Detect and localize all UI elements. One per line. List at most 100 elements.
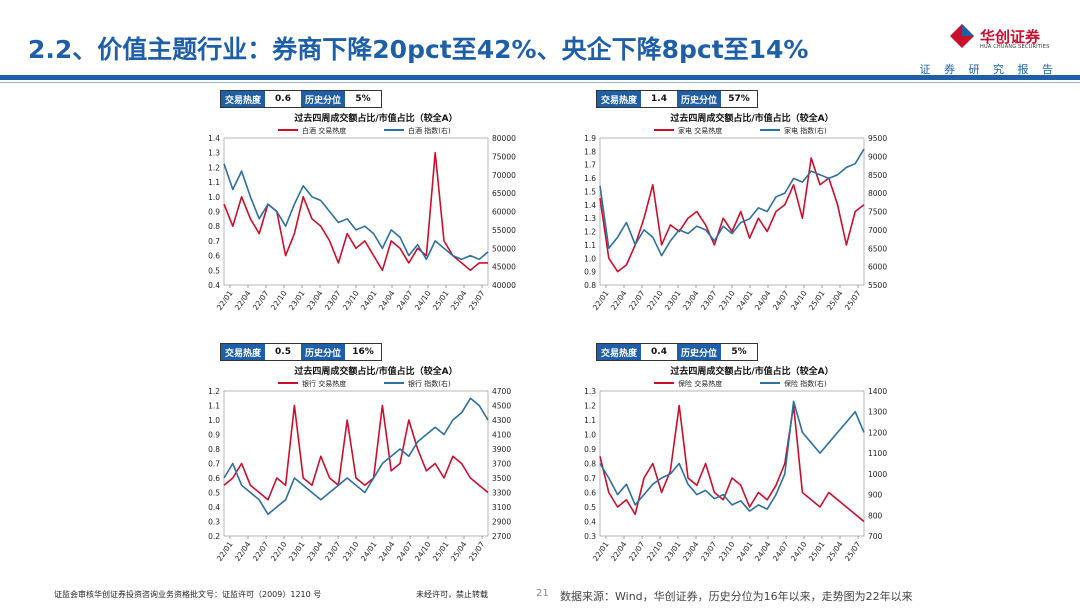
x-tick-label: 25/07 xyxy=(843,289,863,312)
y-left-tick-label: 1.6 xyxy=(584,174,596,183)
x-tick-label: 24/01 xyxy=(359,289,379,312)
x-tick-label: 24/10 xyxy=(789,289,809,312)
x-tick-label: 23/04 xyxy=(681,540,701,563)
y-right-tick-label: 4700 xyxy=(492,387,511,396)
y-left-tick-label: 0.9 xyxy=(584,445,596,454)
brand-name-cn: 华创证券 xyxy=(980,28,1041,46)
y-left-tick-label: 1.0 xyxy=(208,416,220,425)
y-left-tick-label: 0.9 xyxy=(208,208,220,217)
series-line-index xyxy=(223,397,489,516)
legend-entry: 保险 指数(右) xyxy=(784,379,827,388)
y-left-tick-label: 1.0 xyxy=(208,193,220,202)
y-left-tick-label: 0.7 xyxy=(208,460,220,469)
y-right-tick-label: 3300 xyxy=(492,489,511,498)
y-left-tick-label: 0.4 xyxy=(584,518,596,527)
y-right-tick-label: 1300 xyxy=(868,408,887,417)
y-left-tick-label: 0.8 xyxy=(208,222,220,231)
plot-frame xyxy=(599,137,865,286)
y-left-tick-label: 1.0 xyxy=(584,254,596,263)
y-right-tick-label: 6000 xyxy=(868,263,887,272)
y-left-tick-label: 0.4 xyxy=(208,281,220,290)
y-left-tick-label: 0.8 xyxy=(584,460,596,469)
y-left-tick-label: 0.8 xyxy=(208,445,220,454)
heat-value: 0.5 xyxy=(265,344,302,360)
series-line-index xyxy=(599,400,865,512)
y-right-tick-label: 8500 xyxy=(868,171,887,180)
page-title: 2.2、价值主题行业：券商下降20pct至42%、央企下降8pct至14% xyxy=(28,35,809,64)
y-left-tick-label: 0.9 xyxy=(584,268,596,277)
x-tick-label: 25/01 xyxy=(431,289,451,312)
stats-bar: 交易热度 0.4 历史分位 5% xyxy=(596,343,759,361)
y-right-tick-label: 50000 xyxy=(492,244,516,253)
y-right-tick-label: 1200 xyxy=(868,428,887,437)
stats-bar: 交易热度 1.4 历史分位 57% xyxy=(596,90,759,108)
data-source-note: 数据来源：Wind，华创证券，历史分位为16年以来，走势图为22年以来 xyxy=(560,590,913,603)
y-left-tick-label: 1.1 xyxy=(584,241,596,250)
series-line-heat xyxy=(599,404,865,523)
stats-bar: 交易热度 0.6 历史分位 5% xyxy=(220,90,383,108)
y-right-tick-label: 3900 xyxy=(492,445,511,454)
y-left-tick-label: 0.9 xyxy=(208,431,220,440)
series-line-index xyxy=(223,163,489,261)
y-right-tick-label: 6500 xyxy=(868,244,887,253)
y-left-tick-label: 0.6 xyxy=(584,489,596,498)
y-right-tick-label: 9000 xyxy=(868,152,887,161)
y-left-tick-label: 1.2 xyxy=(584,228,596,237)
percentile-value: 57% xyxy=(721,91,758,107)
x-tick-label: 22/01 xyxy=(215,540,235,563)
x-tick-label: 25/01 xyxy=(807,289,827,312)
x-tick-label: 23/04 xyxy=(681,289,701,312)
x-tick-label: 25/04 xyxy=(825,540,845,563)
y-left-tick-label: 1.9 xyxy=(584,134,596,143)
y-right-tick-label: 4100 xyxy=(492,431,511,440)
legend-entry: 保险 交易热度 xyxy=(678,379,722,388)
x-tick-label: 24/01 xyxy=(735,289,755,312)
y-right-tick-label: 1000 xyxy=(868,470,887,479)
y-right-tick-label: 7500 xyxy=(868,208,887,217)
y-right-tick-label: 40000 xyxy=(492,281,516,290)
x-tick-label: 25/07 xyxy=(843,540,863,563)
percentile-label: 历史分位 xyxy=(677,344,722,360)
series-line-heat xyxy=(599,157,865,273)
y-right-tick-label: 800 xyxy=(868,511,883,520)
heat-value: 0.4 xyxy=(641,344,678,360)
legend-entry: 白酒 指数(右) xyxy=(408,126,451,135)
heat-label: 交易热度 xyxy=(597,91,642,107)
y-left-tick-label: 0.5 xyxy=(208,489,220,498)
y-left-tick-label: 1.3 xyxy=(584,387,596,396)
legend-entry: 银行 指数(右) xyxy=(408,379,451,388)
x-tick-label: 23/07 xyxy=(699,289,719,312)
x-tick-label: 24/07 xyxy=(771,289,791,312)
x-tick-label: 24/10 xyxy=(413,289,433,312)
x-tick-label: 23/10 xyxy=(717,289,737,312)
x-tick-label: 23/04 xyxy=(305,540,325,563)
x-tick-label: 22/04 xyxy=(609,540,629,563)
x-tick-label: 22/10 xyxy=(269,289,289,312)
chart-title: 过去四周成交额占比/市值占比（较全A） xyxy=(670,112,833,124)
chart-panel-baoxian: 交易热度 0.4 历史分位 5% 过去四周成交额占比/市值占比（较全A） 保险 交易热度保… xyxy=(572,343,912,581)
y-right-tick-label: 70000 xyxy=(492,171,516,180)
line-chart: 过去四周成交额占比/市值占比（较全A） 保险 交易热度 保险 指数(右) 1.3 1.2… xyxy=(584,365,887,563)
y-left-tick-label: 1.7 xyxy=(584,161,596,170)
x-tick-label: 24/07 xyxy=(395,289,415,312)
heat-value: 1.4 xyxy=(641,91,678,107)
chart-panel-yinhang: 交易热度 0.5 历史分位 16% 过去四周成交额占比/市值占比（较全A） 银行 交易热度… xyxy=(196,343,536,581)
y-left-tick-label: 0.7 xyxy=(208,237,220,246)
x-tick-label: 22/07 xyxy=(627,540,647,563)
y-left-tick-label: 1.8 xyxy=(584,147,596,156)
plot-frame xyxy=(599,390,865,537)
x-tick-label: 25/01 xyxy=(431,540,451,563)
x-tick-label: 25/04 xyxy=(449,540,469,563)
x-tick-label: 24/10 xyxy=(789,540,809,563)
brand-mark-icon xyxy=(950,24,974,48)
series-line-index xyxy=(599,148,865,257)
x-tick-label: 24/04 xyxy=(377,289,397,312)
percentile-value: 5% xyxy=(721,344,758,360)
y-right-tick-label: 2700 xyxy=(492,532,511,541)
x-tick-label: 24/01 xyxy=(359,540,379,563)
y-right-tick-label: 3500 xyxy=(492,474,511,483)
x-tick-label: 22/10 xyxy=(645,289,665,312)
x-tick-label: 24/10 xyxy=(413,540,433,563)
license-note: 证监会审核华创证券投资咨询业务资格批文号：证监许可（2009）1210 号 xyxy=(54,590,322,599)
line-chart: 过去四周成交额占比/市值占比（较全A） 白酒 交易热度 白酒 指数(右) 1.4 1.3… xyxy=(208,112,516,312)
